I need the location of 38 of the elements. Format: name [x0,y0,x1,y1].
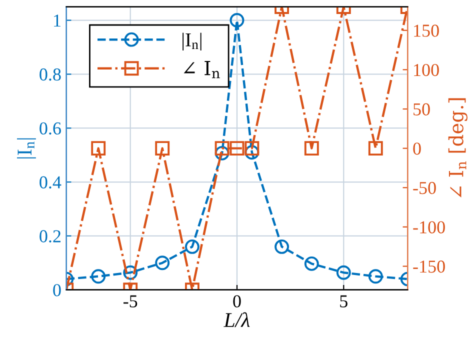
x-tick-label: 5 [340,295,348,308]
y2-tick-label: -100 [413,221,445,234]
y-tick-label: 0.8 [40,68,61,81]
point [230,141,244,156]
y-tick-label: 0.6 [40,122,61,135]
point [230,13,244,28]
point [304,141,319,156]
x-tick-label: 0 [233,295,241,308]
point [368,269,383,284]
y-tick-label: 0.2 [40,230,61,242]
y2-tick-label: -50 [413,182,436,194]
point [155,256,170,270]
legend-label: ∠ I$_{n}$ [184,60,220,78]
point [91,269,106,284]
y-tick-label: 1 [54,14,60,27]
point [214,141,230,156]
y-tick-label: 0.4 [40,176,62,189]
y2-tick-label: 0 [413,142,421,155]
point [184,239,200,254]
point [91,141,106,156]
point [214,146,230,160]
y2-tick-label: 150 [414,24,439,37]
point [244,141,260,156]
legend-label: |I$_{n}$| [182,32,202,50]
y-tick-label: 0 [53,284,61,296]
y2-tick-label: 50 [414,103,430,116]
x-tick-label: -5 [124,295,138,308]
point [155,141,170,156]
point [123,265,138,280]
y2-axis-title: ∠ I$_{n}$ [deg.] [448,98,468,198]
point [304,256,319,271]
point [368,141,383,156]
y2-tick-label: 100 [414,64,439,76]
point [274,239,290,254]
y-axis-title: |I$_{n}$| [16,138,36,158]
y2-tick-label: -150 [413,260,445,273]
x-axis-title: L/λ [224,312,250,328]
point [336,265,351,280]
